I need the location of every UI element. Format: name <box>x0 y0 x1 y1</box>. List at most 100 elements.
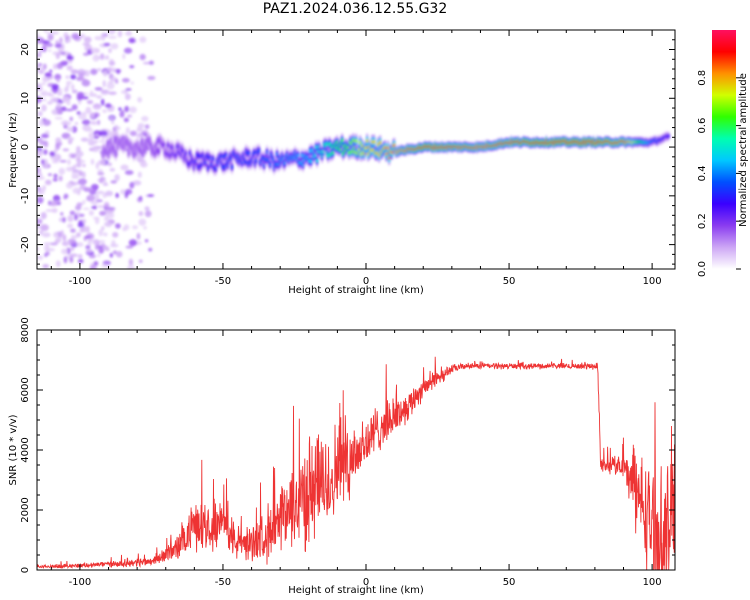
heatmap-noise-cell <box>37 83 43 88</box>
heatmap-noise-cell <box>136 232 141 240</box>
heatmap-noise-cell <box>88 137 95 145</box>
heatmap-noise-cell <box>77 178 87 185</box>
heatmap-noise-cell <box>49 97 59 103</box>
heatmap-ridge-core <box>365 139 369 143</box>
heatmap-noise-cell <box>108 35 117 39</box>
heatmap-noise-cell <box>144 124 150 130</box>
heatmap-noise-cell <box>89 112 96 119</box>
heatmap-noise-cell <box>77 112 87 120</box>
heatmap-noise-cell <box>41 133 50 139</box>
heatmap-noise-cell <box>92 239 100 246</box>
heatmap-noise-cell <box>119 110 125 118</box>
heatmap-noise-cell <box>102 79 106 88</box>
heatmap-noise-cell <box>89 189 97 195</box>
heatmap-noise-cell <box>42 77 50 82</box>
heatmap-noise-cell <box>101 226 105 231</box>
heatmap-noise-cell <box>67 136 72 142</box>
snr-y-ticks: 0 2000 4000 6000 8000 <box>20 317 675 573</box>
heatmap-noise-cell <box>105 103 112 109</box>
heatmap-noise-cell <box>39 119 44 127</box>
heatmap-noise-cell <box>67 223 74 229</box>
heatmap-noise-cell <box>43 149 48 155</box>
heatmap-noise-cell <box>38 172 43 177</box>
spectrogram-xlabel: Height of straight line (km) <box>288 285 424 296</box>
colorbar-tick-label: 0.8 <box>697 70 708 86</box>
heatmap-noise-cell <box>122 53 126 60</box>
heatmap-noise-cell <box>115 192 120 199</box>
heatmap-noise-cell <box>90 68 98 75</box>
heatmap-noise-cell <box>102 70 108 77</box>
heatmap-noise-cell <box>85 106 92 114</box>
heatmap-noise-cell <box>100 89 110 94</box>
heatmap-noise-cell <box>93 186 98 191</box>
heatmap-noise-cell <box>74 121 79 126</box>
heatmap-noise-cell <box>86 194 95 202</box>
snr-line <box>37 356 675 570</box>
heatmap-noise-cell <box>37 64 41 72</box>
snr-xlabel: Height of straight line (km) <box>288 585 424 596</box>
heatmap-noise-cell <box>102 260 111 266</box>
heatmap-noise-cell <box>37 166 41 174</box>
heatmap-noise-cell <box>121 78 130 83</box>
heatmap-noise-cell <box>92 103 102 110</box>
heatmap-noise-cell <box>90 47 99 54</box>
heatmap-noise-cell <box>127 264 135 269</box>
heatmap-noise-cell <box>67 214 74 223</box>
heatmap-noise-cell <box>82 42 90 46</box>
heatmap-noise-cell <box>103 42 111 47</box>
heatmap-noise-cell <box>46 101 53 105</box>
heatmap-noise-cell <box>76 232 81 238</box>
heatmap-noise-cell <box>78 169 83 177</box>
heatmap-noise-cell <box>54 116 63 120</box>
heatmap-noise-cell <box>49 69 53 73</box>
heatmap-noise-cell <box>129 106 137 114</box>
heatmap-noise-cell <box>109 61 116 66</box>
heatmap-noise-cell <box>89 264 97 269</box>
heatmap-noise-cell <box>82 199 86 205</box>
heatmap-noise-cell <box>50 94 55 97</box>
heatmap-ridge-core <box>324 142 328 147</box>
heatmap-noise-cell <box>55 260 61 268</box>
heatmap-noise-cell <box>59 160 67 163</box>
heatmap-noise-cell <box>45 43 54 48</box>
heatmap-noise-cell <box>47 173 52 177</box>
heatmap-noise-cell <box>55 236 62 243</box>
heatmap-noise-cell <box>62 148 70 152</box>
heatmap-noise-cell <box>63 196 68 200</box>
heatmap-noise-cell <box>138 259 143 263</box>
spectrogram-frame <box>36 29 676 270</box>
heatmap-noise-cell <box>94 193 100 201</box>
heatmap-noise-cell <box>117 30 123 38</box>
heatmap-noise-cell <box>98 140 107 143</box>
heatmap-noise-cell <box>100 98 105 106</box>
heatmap-noise-cell <box>80 137 89 142</box>
heatmap-noise-cell <box>88 210 94 216</box>
heatmap-noise-cell <box>66 65 73 71</box>
heatmap-noise-cell <box>93 205 97 210</box>
heatmap-noise-cell <box>87 237 94 243</box>
heatmap-ridge-core <box>347 150 351 155</box>
heatmap-noise-cell <box>55 137 62 143</box>
heatmap-noise-cell <box>83 187 93 192</box>
heatmap-noise-cell <box>124 105 130 113</box>
y-tick-label: 0 <box>20 567 31 573</box>
heatmap-noise-cell <box>42 98 47 102</box>
heatmap-noise-cell <box>70 228 76 233</box>
heatmap-ridge-core <box>166 143 170 148</box>
y-tick-label: 10 <box>20 92 31 105</box>
heatmap-noise-cell <box>37 223 40 230</box>
heatmap-noise-cell <box>141 115 149 122</box>
heatmap-noise-cell <box>64 38 72 43</box>
heatmap-noise-cell <box>129 65 135 69</box>
heatmap-noise-cell <box>37 247 40 251</box>
heatmap-noise-cell <box>82 226 89 233</box>
heatmap-noise-cell <box>138 195 143 200</box>
heatmap-noise-cell <box>40 212 47 220</box>
heatmap-noise-cell <box>125 127 130 134</box>
heatmap-noise-cell <box>144 210 152 218</box>
heatmap-noise-cell <box>128 258 134 266</box>
heatmap-noise-cell <box>65 51 70 55</box>
colorbar-gradient <box>712 30 736 269</box>
heatmap-noise-cell <box>115 78 119 84</box>
